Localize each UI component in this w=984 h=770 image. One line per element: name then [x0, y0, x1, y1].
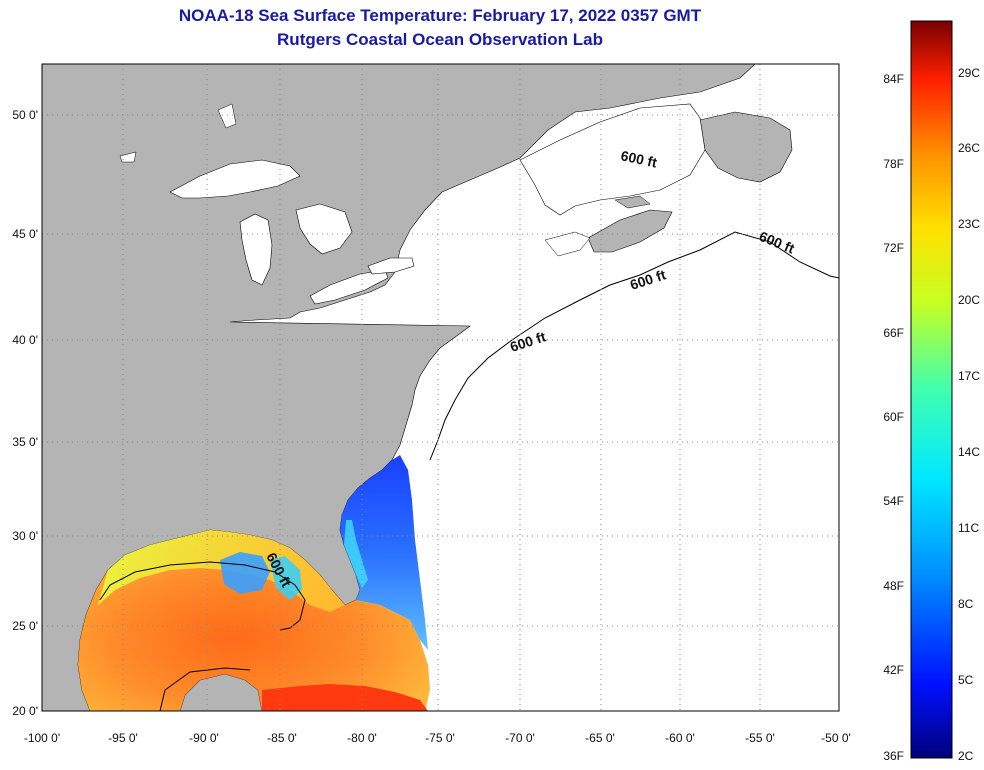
- land-nova-scotia: [587, 209, 673, 253]
- colorbar-f-label: 54F: [883, 494, 904, 508]
- lake-winnipeg-fragments: [119, 103, 237, 163]
- lat-label: 35 0': [12, 435, 38, 449]
- colorbar-c-label: 14C: [958, 445, 980, 459]
- lake-ontario: [367, 257, 415, 275]
- sst-atlantic-strip: [340, 455, 428, 650]
- colorbar-c-label: 17C: [958, 369, 980, 383]
- isobath-600ft-atlantic: [429, 231, 839, 461]
- lon-label: -75 0': [425, 731, 455, 745]
- lon-label: -80 0': [347, 731, 377, 745]
- lon-label: -60 0': [665, 731, 695, 745]
- colorbar-f-label: 60F: [883, 410, 904, 424]
- lat-label: 25 0': [12, 619, 38, 633]
- lat-label: 45 0': [12, 227, 38, 241]
- colorbar-c-label: 23C: [958, 217, 980, 231]
- lon-label: -100 0': [24, 731, 60, 745]
- lake-superior: [169, 159, 301, 199]
- lat-label: 20 0': [12, 704, 38, 718]
- map-border: [41, 63, 840, 712]
- bay-of-fundy: [544, 231, 591, 257]
- sst-gulf-of-mexico: [78, 530, 430, 711]
- colorbar-f-label: 78F: [883, 157, 904, 171]
- colorbar-f-label: 48F: [883, 579, 904, 593]
- colorbar: [910, 20, 953, 759]
- lat-label: 40 0': [12, 333, 38, 347]
- sst-caribbean: [262, 684, 428, 711]
- lon-label: -85 0': [267, 731, 297, 745]
- lat-label: 50 0': [12, 108, 38, 122]
- colorbar-f-label: 36F: [883, 749, 904, 763]
- colorbar-f-label: 66F: [883, 326, 904, 340]
- lon-label: -90 0': [189, 731, 219, 745]
- colorbar-c-label: 5C: [958, 673, 974, 687]
- map-subtitle: Rutgers Coastal Ocean Observation Lab: [277, 30, 603, 49]
- lon-label: -50 0': [821, 731, 851, 745]
- sst-cool-patch-2: [270, 556, 302, 600]
- lon-label: -95 0': [108, 731, 138, 745]
- map-title: NOAA-18 Sea Surface Temperature: Februar…: [178, 6, 702, 25]
- colorbar-f-label: 84F: [883, 72, 904, 86]
- colorbar-c-label: 26C: [958, 141, 980, 155]
- lake-huron: [295, 203, 353, 255]
- lon-label: -65 0': [585, 731, 615, 745]
- colorbar-c-label: 20C: [958, 293, 980, 307]
- lake-erie: [309, 269, 389, 305]
- sst-cool-patch-1: [220, 552, 270, 594]
- colorbar-c-label: 11C: [958, 521, 979, 535]
- sst-atlantic-nearshore: [344, 520, 368, 588]
- land-newfoundland: [699, 111, 793, 183]
- sst-gulf-shelf: [98, 530, 345, 612]
- land-pei: [614, 195, 651, 209]
- colorbar-c-label: 29C: [958, 66, 980, 80]
- lon-label: -70 0': [505, 731, 535, 745]
- lake-michigan: [239, 213, 273, 286]
- isobath-600ft-lower-gulf: [159, 667, 251, 711]
- colorbar-f-label: 42F: [883, 663, 904, 677]
- colorbar-f-label: 72F: [883, 241, 904, 255]
- isobath-label-1: 600 ft: [619, 147, 658, 170]
- isobath-600ft-gulf: [99, 561, 306, 631]
- gulf-st-lawrence: [519, 103, 706, 216]
- lat-label: 30 0': [12, 529, 38, 543]
- lon-label: -55 0': [745, 731, 775, 745]
- colorbar-c-label: 2C: [958, 749, 974, 763]
- colorbar-c-label: 8C: [958, 597, 974, 611]
